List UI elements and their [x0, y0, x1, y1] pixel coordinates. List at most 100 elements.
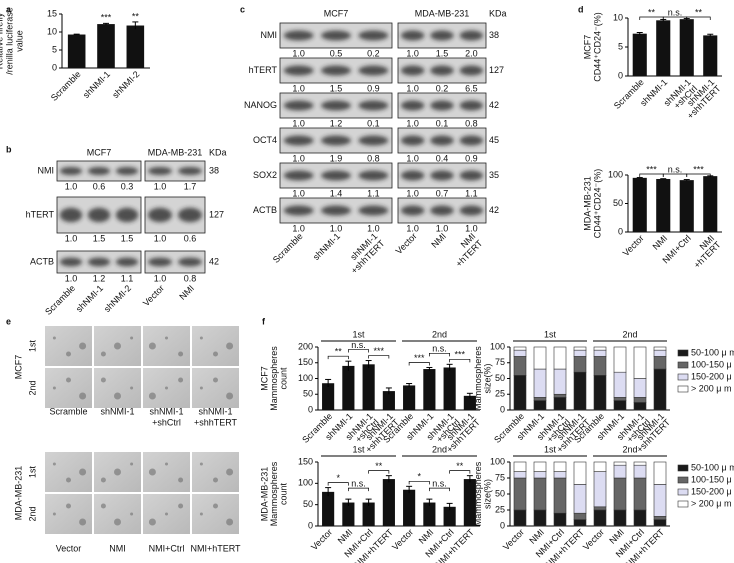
significance-bracket	[429, 352, 450, 357]
bar-segment	[513, 375, 527, 411]
sphere	[226, 392, 234, 400]
y-tick-label: 0	[308, 520, 313, 530]
bar-segment	[553, 368, 567, 395]
bar	[679, 180, 694, 232]
significance-bracket	[408, 480, 430, 485]
bar	[632, 177, 647, 232]
bar	[679, 19, 694, 76]
lane-label-group: NMI	[429, 231, 448, 250]
quantification: 0.6	[184, 233, 197, 243]
sphere	[52, 386, 56, 390]
bar-segment	[653, 461, 667, 485]
protein-label: hTERT	[26, 209, 55, 219]
quantification: 1.0	[406, 188, 419, 198]
legend-swatch	[677, 500, 689, 508]
sphere	[178, 377, 184, 383]
bar	[703, 176, 718, 232]
bar-segment	[633, 397, 647, 403]
significance: **	[375, 461, 383, 471]
sphere	[66, 377, 71, 383]
y-tick-label: 150	[298, 456, 313, 466]
legend-label: > 200 μ m	[691, 383, 731, 393]
y-tick-label: 0	[500, 404, 505, 414]
column-label: Vector	[56, 543, 82, 553]
blot-band	[358, 205, 389, 216]
lane-label-group: shNMI-2	[102, 283, 133, 314]
significance: n.s.	[351, 478, 366, 488]
sphere	[79, 518, 87, 526]
bar-segment	[553, 471, 567, 479]
protein-label: ACTB	[30, 256, 54, 266]
group-label: 1st	[544, 444, 557, 454]
x-tick-label: Vector	[390, 527, 415, 552]
sphere	[100, 477, 106, 483]
sphere	[165, 336, 168, 340]
sphere	[165, 386, 168, 390]
column-label-group: shNMI-1+shhTERT	[194, 406, 238, 427]
y-axis-label: /renilla luciferase	[4, 7, 14, 75]
quantification: 0.9	[465, 153, 478, 163]
significance-bracket	[449, 470, 471, 474]
bar-segment	[533, 397, 547, 401]
cell-line-label: MCF7	[324, 8, 349, 18]
quantification: 1.0	[406, 153, 419, 163]
quantification: 1.5	[330, 83, 343, 93]
quantification: 1.0	[292, 118, 305, 128]
y-tick-label: 100	[608, 169, 623, 179]
cell-line-label: MCF7	[13, 355, 23, 380]
lane-label: Vector	[394, 231, 419, 256]
cell-line-label: MDA-MB-231	[148, 147, 203, 157]
bar-segment	[553, 512, 567, 527]
sphere	[213, 351, 218, 357]
sphere	[178, 503, 184, 509]
sphere	[148, 392, 156, 400]
cell-line-label: MDA-MB-231	[415, 8, 470, 18]
micrograph	[192, 368, 239, 408]
kda-label: 127	[489, 65, 504, 75]
quantification: 1.0	[292, 153, 305, 163]
bar	[463, 395, 476, 410]
significance: **	[132, 11, 140, 21]
blot-band	[115, 167, 139, 175]
lane-label: NMI	[177, 283, 196, 302]
blot-band	[321, 100, 351, 111]
legend-swatch	[677, 361, 689, 369]
legend-swatch	[677, 373, 689, 381]
lane-label: shNMI-1	[74, 283, 105, 314]
legend-label: 150-200 μ m	[691, 486, 734, 496]
lane-label-group: NMI+hTERT	[454, 231, 485, 269]
panel-letter: d	[578, 4, 584, 14]
quantification: 1.0	[154, 273, 167, 283]
bar-segment	[513, 509, 527, 527]
significance: *	[336, 473, 340, 483]
bar	[97, 24, 115, 68]
sphere	[178, 477, 184, 483]
y-axis-label-group: Relative firefly/renilla luciferase value	[0, 7, 24, 75]
y-axis-label: size(%)	[482, 479, 492, 509]
y-tick-label: 50	[303, 499, 313, 509]
lane-label: Vector	[141, 283, 166, 308]
bar-segment	[573, 519, 587, 527]
bar-segment	[553, 397, 567, 411]
unit-label: KDa	[489, 8, 507, 18]
quantification: 1.0	[406, 48, 419, 58]
x-tick-label-group: Vector	[390, 527, 415, 552]
x-tick-label-group: Vector	[501, 527, 526, 552]
bar-segment	[653, 368, 667, 411]
bar-segment	[593, 461, 607, 472]
y-axis-label-group: Mammospheres size(%)	[473, 461, 493, 526]
y-tick-label: 15	[47, 8, 57, 18]
y-tick-label: 0	[308, 404, 313, 414]
quantification: 1.0	[292, 188, 305, 198]
bar-segment	[653, 346, 667, 351]
y-axis-label: Mammospheres	[473, 461, 483, 526]
bar-segment	[653, 516, 667, 520]
sphere	[52, 512, 56, 516]
lane-label-group: Scramble	[43, 283, 77, 317]
bar-segment	[593, 509, 607, 527]
blot-band	[283, 170, 314, 181]
significance: **	[335, 347, 343, 357]
row-label: 1st	[27, 466, 37, 479]
y-axis-label: CD44⁺CD24⁻(%)	[592, 169, 602, 239]
bar	[463, 479, 476, 526]
